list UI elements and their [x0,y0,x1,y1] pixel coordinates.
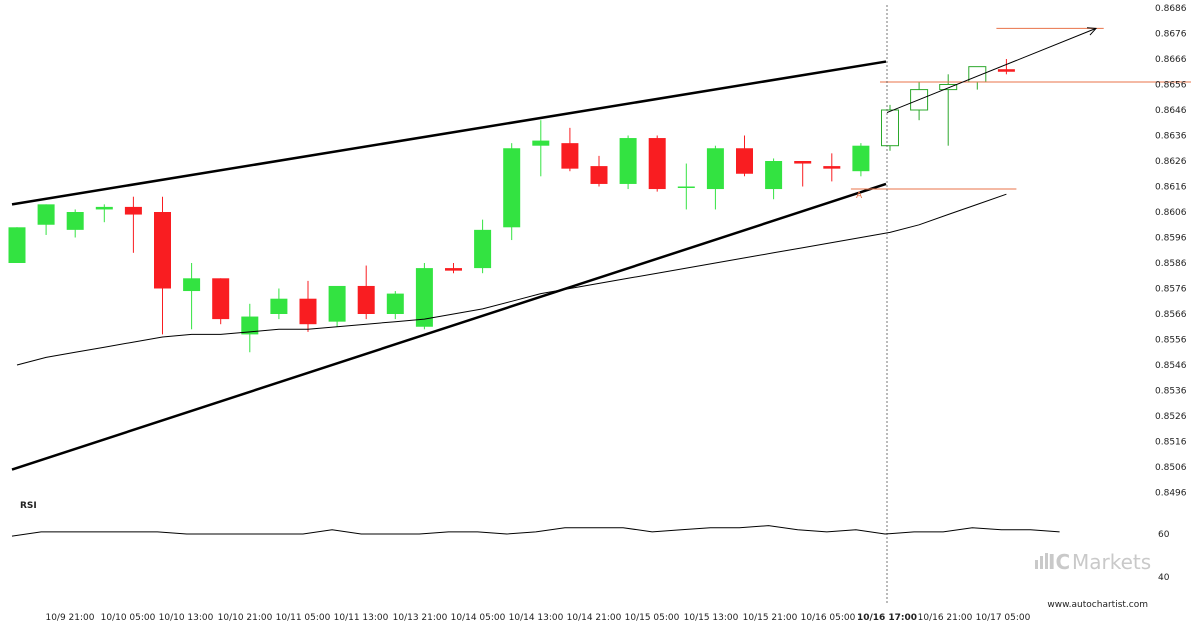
x-tick-label: 10/16 17:00 [857,613,917,623]
candle-body [852,145,870,172]
candle-body [299,298,317,325]
x-tick-label: 10/10 13:00 [159,613,214,623]
autochartist-watermark: www.autochartist.com [1047,600,1148,610]
x-tick-label: 10/10 05:00 [101,613,156,623]
x-tick-label: 10/15 21:00 [743,613,798,623]
x-tick-label: 10/14 13:00 [509,613,564,623]
y-axis-ticks: 0.8686 0.8676 0.8666 0.8656 0.8646 0.8636 0.86… [1155,4,1187,499]
rsi-tick-label: 40 [1158,573,1170,583]
y-tick-label: 0.8586 [1155,259,1187,269]
y-tick-label: 0.8646 [1155,106,1187,116]
candle-body [677,186,695,188]
y-tick-label: 0.8606 [1155,208,1187,218]
forecast-arrow [886,27,1097,114]
candle-body [212,278,230,320]
y-tick-label: 0.8656 [1155,81,1187,91]
x-tick-label: 10/10 21:00 [218,613,273,623]
x-tick-label: 10/9 21:00 [45,613,94,623]
resistance-trendline [11,60,887,206]
candle-body [270,298,288,314]
x-tick-label: 10/15 05:00 [625,613,680,623]
candle-body [736,148,753,174]
candle-body [503,148,521,228]
y-tick-label: 0.8536 [1155,387,1187,397]
point-label-a: A [856,191,863,201]
y-tick-label: 0.8676 [1155,30,1187,40]
candle-body [445,268,462,271]
logo-ic: IC [1048,550,1070,574]
candle-body [590,166,608,184]
y-tick-label: 0.8666 [1155,55,1187,65]
y-tick-label: 0.8626 [1155,157,1187,167]
forecast-arrowhead [1086,27,1098,36]
x-axis-ticks: 10/9 21:00 10/10 05:00 10/10 13:00 10/10 21… [45,613,1030,623]
y-tick-label: 0.8546 [1155,361,1187,371]
y-tick-label: 0.8496 [1155,489,1187,499]
candle-body [386,293,404,314]
rsi-line [11,525,1060,537]
x-tick-label: 10/11 05:00 [276,613,331,623]
y-tick-label: 0.8636 [1155,132,1187,142]
icmarkets-logo: IC Markets [1035,550,1151,574]
candle-body [881,109,899,147]
candle-body [532,140,550,146]
x-tick-label: 10/14 21:00 [567,613,622,623]
support-trendline [11,182,887,471]
candle-body [328,285,346,322]
candle-body [765,161,783,190]
candle-body [823,166,841,169]
logo-markets: Markets [1072,550,1151,574]
candle-body [706,148,724,190]
rsi-label: RSI [20,501,37,511]
x-tick-label: 10/16 05:00 [801,613,856,623]
y-tick-label: 0.8686 [1155,4,1187,14]
candle-body [648,138,666,190]
candle-body [95,206,113,210]
x-tick-label: 10/15 13:00 [684,613,739,623]
candle-body [357,285,375,314]
candle-body [619,138,637,184]
candle-body [154,212,171,289]
y-tick-label: 0.8566 [1155,310,1187,320]
price-levels [850,27,1191,190]
x-tick-label: 10/13 21:00 [393,613,448,623]
x-tick-label: 10/14 05:00 [451,613,506,623]
candle-body [37,204,55,225]
candle-body [415,268,433,327]
x-tick-label: 10/16 21:00 [918,613,973,623]
candle-body [183,278,201,292]
candle-body [997,69,1015,72]
x-tick-label: 10/11 13:00 [334,613,389,623]
y-tick-label: 0.8506 [1155,463,1187,473]
moving-average-line [16,193,1007,366]
y-tick-label: 0.8596 [1155,234,1187,244]
candle-body [939,84,958,91]
rsi-tick-label: 60 [1158,530,1170,540]
y-tick-label: 0.8616 [1155,183,1187,193]
rsi-ticks: 60 40 [1158,530,1170,583]
candle-body [124,206,142,215]
candle-body [561,143,579,169]
y-tick-label: 0.8526 [1155,412,1187,422]
candle-body [794,161,812,164]
candle-body [8,227,26,263]
y-tick-label: 0.8556 [1155,336,1187,346]
candle-body [241,316,259,335]
candles [8,59,1015,353]
y-tick-label: 0.8516 [1155,438,1187,448]
y-tick-label: 0.8576 [1155,285,1187,295]
candle-body [66,212,84,230]
candle-body [474,229,492,269]
x-tick-label: 10/17 05:00 [976,613,1031,623]
